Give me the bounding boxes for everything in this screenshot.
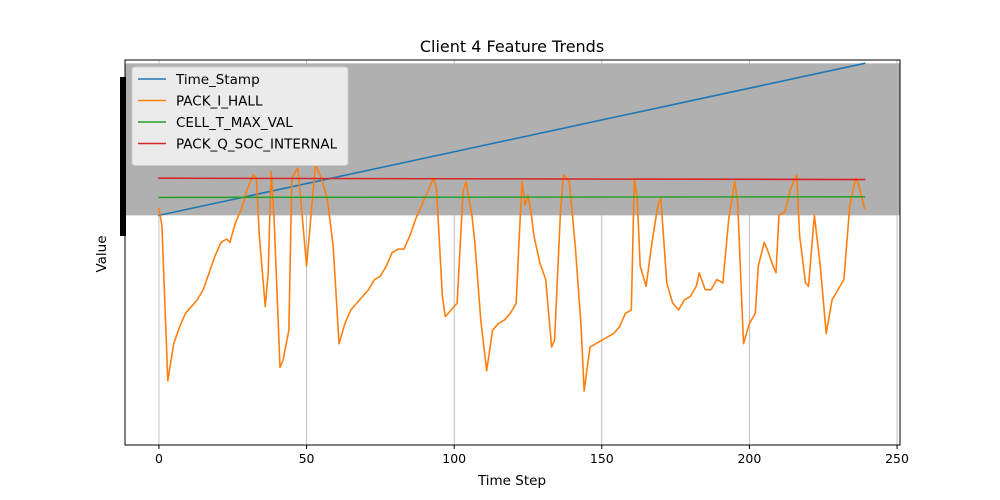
series-line-cell-t-max-val bbox=[158, 195, 866, 199]
x-axis-label: Time Step bbox=[477, 473, 546, 489]
axes-frame bbox=[124, 59, 901, 446]
legend-label-pack-q-soc-internal: PACK_Q_SOC_INTERNAL bbox=[176, 137, 338, 153]
legend-label-time-stamp: Time_Stamp bbox=[175, 72, 260, 88]
series-line-pack-i-hall bbox=[158, 163, 866, 392]
x-tick-label-50: 50 bbox=[299, 451, 315, 466]
x-tick-label-100: 100 bbox=[442, 451, 466, 466]
x-tick-label-250: 250 bbox=[885, 451, 909, 466]
x-tick-label-0: 0 bbox=[155, 451, 163, 466]
legend-box bbox=[131, 66, 349, 166]
series-line-time-stamp bbox=[157, 62, 866, 217]
chart-title: Client 4 Feature Trends bbox=[420, 37, 604, 56]
legend: Time_Stamp PACK_I_HALL CELL_T_MAX_VAL PACK_… bbox=[131, 66, 349, 166]
legend-label-cell-t-max-val: CELL_T_MAX_VAL bbox=[176, 115, 293, 131]
x-axis-ticks: 0 50 100 150 200 250 bbox=[155, 445, 909, 466]
x-tick-label-150: 150 bbox=[590, 451, 614, 466]
legend-label-pack-i-hall: PACK_I_HALL bbox=[176, 94, 263, 110]
y-axis-label: Value bbox=[94, 235, 110, 272]
axes-border bbox=[124, 59, 901, 446]
series-lines bbox=[157, 62, 866, 392]
series-line-pack-q-soc-internal bbox=[158, 177, 866, 181]
left-axis-marker bbox=[120, 77, 126, 236]
x-tick-label-200: 200 bbox=[737, 451, 761, 466]
